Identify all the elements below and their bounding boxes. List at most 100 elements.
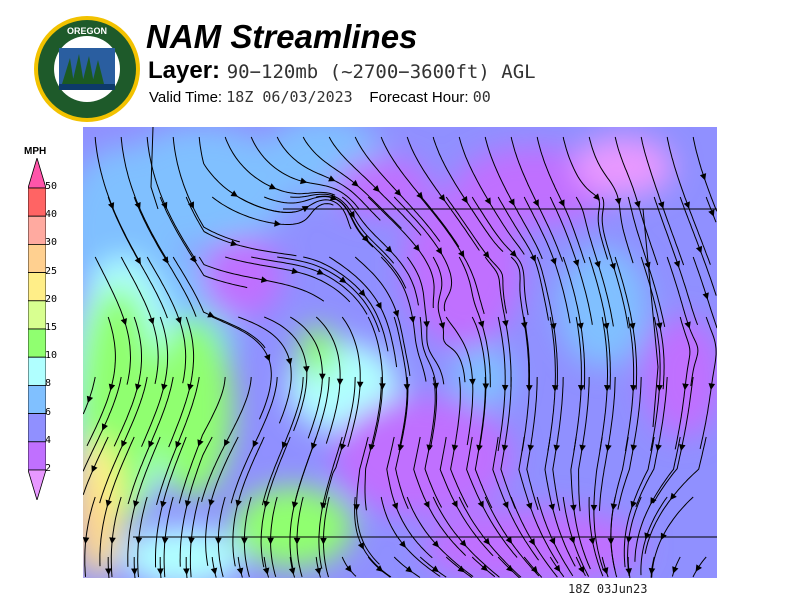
streamline	[225, 256, 351, 303]
streamline	[380, 256, 427, 382]
streamline	[653, 196, 699, 325]
streamline-arrow-icon	[435, 247, 443, 255]
streamline-arrow-icon	[527, 444, 535, 452]
streamline-arrow-icon	[391, 502, 399, 510]
legend-arrow-above	[28, 158, 46, 189]
streamline	[198, 256, 325, 302]
streamline-arrow-icon	[175, 440, 182, 449]
streamline-arrow-icon	[319, 373, 326, 381]
streamline-arrow-icon	[501, 384, 509, 392]
streamline	[439, 436, 494, 557]
streamline	[237, 196, 352, 230]
streamline	[406, 136, 480, 251]
streamline-arrow-icon	[602, 322, 610, 330]
streamline-arrow-icon	[570, 504, 577, 512]
streamline-arrow-icon	[683, 201, 690, 209]
streamline	[610, 496, 618, 578]
streamline	[328, 256, 398, 368]
streamline-arrow-icon	[602, 567, 609, 575]
streamline-arrow-icon	[630, 444, 638, 452]
streamline-arrow-icon	[614, 197, 622, 205]
streamline	[666, 256, 699, 387]
streamline-arrow-icon	[86, 395, 94, 404]
streamline-arrow-icon	[409, 316, 416, 324]
streamline-arrow-icon	[550, 322, 557, 330]
legend-swatch-8-10	[28, 356, 46, 386]
streamline-arrow-icon	[553, 444, 561, 452]
streamline	[323, 376, 356, 508]
streamline-arrow-icon	[316, 268, 325, 275]
streamline-arrow-icon	[336, 378, 344, 386]
streamline-arrow-icon	[161, 383, 168, 391]
streamline-arrow-icon	[134, 257, 141, 265]
streamline	[536, 136, 586, 264]
legend-tick: 50	[45, 181, 58, 192]
streamline-arrow-icon	[135, 537, 143, 545]
streamline	[205, 436, 239, 566]
streamline	[497, 316, 506, 452]
streamline-arrow-icon	[568, 536, 576, 544]
streamline-arrow-icon	[385, 245, 393, 253]
streamline-arrow-icon	[397, 444, 405, 452]
streamline	[250, 136, 360, 210]
streamline	[458, 136, 525, 255]
streamline-arrow-icon	[161, 537, 169, 545]
streamline-arrow-icon	[175, 316, 182, 325]
streamline-map[interactable]	[83, 127, 717, 578]
streamline-arrow-icon	[630, 384, 637, 392]
streamline-arrow-icon	[189, 255, 196, 263]
streamline	[133, 196, 197, 317]
streamline	[497, 196, 549, 321]
streamline	[185, 196, 297, 257]
streamline-arrow-icon	[526, 385, 533, 392]
page-title: NAM Streamlines	[146, 18, 418, 55]
streamline-arrow-icon	[558, 199, 565, 207]
valid-label: Valid Time:	[149, 89, 223, 106]
streamline	[146, 256, 187, 384]
streamline	[217, 496, 226, 578]
streamlines	[83, 136, 717, 578]
streamline-arrow-icon	[392, 309, 400, 318]
streamline	[163, 496, 174, 578]
streamline-arrow-icon	[590, 504, 598, 512]
legend-tick: 40	[45, 209, 58, 221]
legend-tick: 2	[45, 463, 52, 474]
streamline-arrow-icon	[477, 320, 485, 328]
forecast-label: Forecast Hour:	[369, 89, 469, 106]
streamline-arrow-icon	[183, 568, 190, 576]
streamline-arrow-icon	[695, 564, 702, 572]
streamline	[263, 316, 308, 432]
streamline-arrow-icon	[394, 188, 402, 196]
streamline-arrow-icon	[291, 267, 299, 275]
streamline-arrow-icon	[484, 197, 491, 205]
streamline	[547, 316, 556, 452]
streamline-arrow-icon	[469, 378, 476, 386]
streamline-arrow-icon	[708, 383, 716, 391]
streamline	[679, 196, 717, 296]
streamline-arrow-icon	[413, 244, 420, 252]
legend-unit: MPH	[24, 146, 47, 157]
streamline	[395, 376, 409, 510]
streamline-arrow-icon	[655, 444, 662, 452]
streamline	[518, 436, 559, 564]
streamline	[692, 256, 717, 329]
streamline-arrow-icon	[105, 568, 112, 576]
streamline-arrow-icon	[451, 500, 458, 508]
streamline-arrow-icon	[236, 567, 244, 575]
streamline-arrow-icon	[451, 444, 459, 452]
streamline-arrow-icon	[187, 383, 194, 391]
valid-value: 18Z 06/03/2023	[226, 88, 353, 106]
streamline	[614, 256, 638, 390]
streamline	[156, 376, 200, 506]
legend-tick: 6	[45, 406, 52, 418]
streamline-arrow-icon	[131, 568, 138, 576]
streamline	[172, 256, 266, 349]
streamline-arrow-icon	[432, 540, 440, 548]
streamline-arrow-icon	[121, 439, 128, 448]
streamline	[94, 256, 132, 385]
streamline	[666, 136, 711, 265]
streamline-arrow-icon	[549, 537, 556, 545]
streamline	[424, 376, 443, 508]
layer-info: Layer: 90−120mb (~2700−3600ft) AGL	[148, 57, 536, 85]
streamline-arrow-icon	[303, 366, 310, 373]
